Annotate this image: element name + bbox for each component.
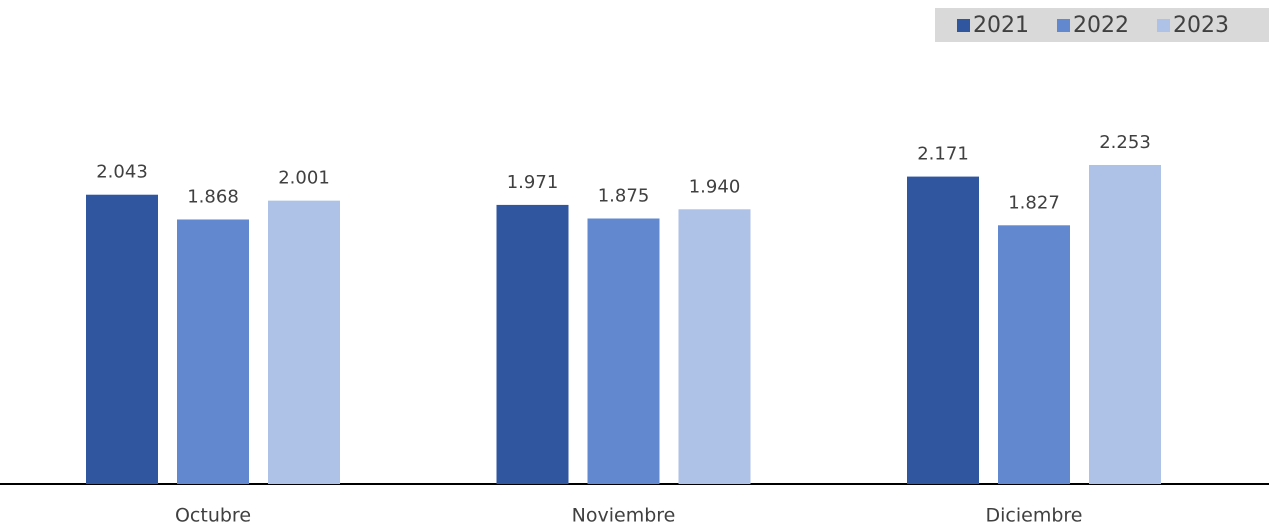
legend-label: 2023	[1173, 13, 1229, 38]
legend-swatch	[1157, 19, 1170, 32]
data-label: 1.827	[1008, 192, 1060, 213]
data-label: 2.253	[1099, 132, 1151, 153]
bar	[177, 219, 249, 484]
x-tick-label: Diciembre	[986, 505, 1083, 526]
x-tick-label: Octubre	[175, 505, 251, 526]
bar	[1089, 164, 1161, 484]
data-label: 1.875	[598, 186, 650, 207]
legend-swatch	[1057, 19, 1070, 32]
bar	[998, 225, 1070, 484]
data-label: 2.171	[917, 144, 969, 165]
x-tick-label: Noviembre	[572, 505, 676, 526]
bar	[678, 209, 751, 484]
data-label: 2.001	[278, 168, 330, 189]
bar	[496, 204, 569, 484]
data-label: 1.971	[507, 172, 559, 193]
data-label: 1.868	[187, 186, 239, 207]
bar	[587, 218, 660, 484]
legend-label: 2021	[973, 13, 1029, 38]
data-label: 1.940	[689, 176, 741, 197]
legend-box	[935, 8, 1269, 42]
legend-swatch	[957, 19, 970, 32]
bar	[86, 194, 158, 485]
bar	[907, 176, 979, 484]
bar	[268, 200, 340, 485]
data-label: 2.043	[96, 162, 148, 183]
legend-label: 2022	[1073, 13, 1129, 38]
